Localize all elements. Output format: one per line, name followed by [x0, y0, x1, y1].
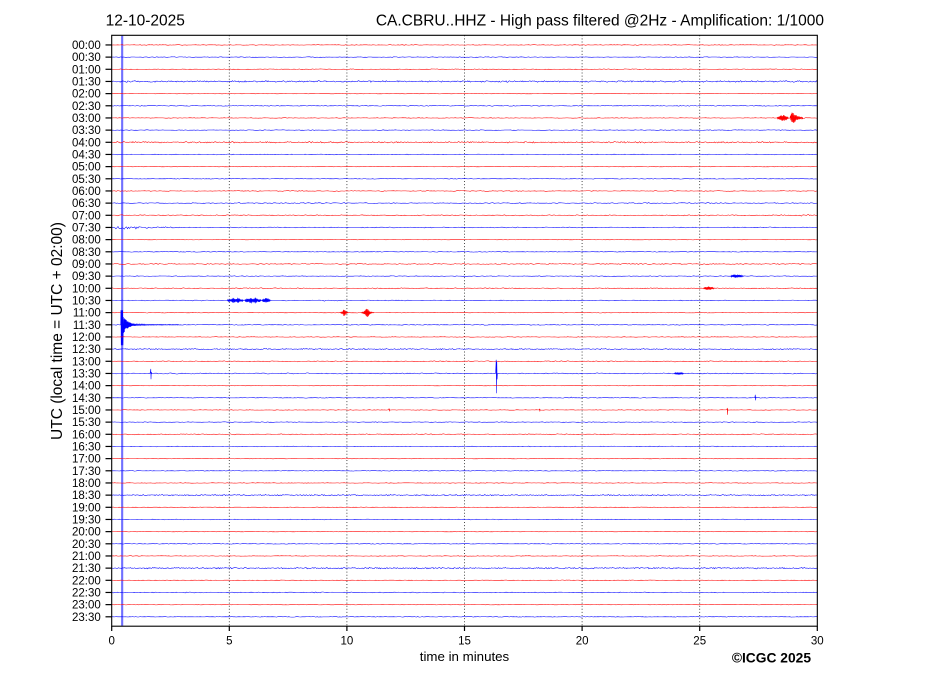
svg-text:11:00: 11:00: [73, 308, 101, 320]
svg-text:UTC (local time = UTC + 02:00): UTC (local time = UTC + 02:00): [49, 222, 66, 440]
svg-text:11:30: 11:30: [73, 320, 101, 332]
svg-text:13:30: 13:30: [72, 369, 101, 381]
svg-text:20:00: 20:00: [72, 527, 101, 539]
svg-text:07:00: 07:00: [72, 210, 101, 222]
svg-text:17:30: 17:30: [72, 466, 101, 478]
svg-text:22:30: 22:30: [72, 588, 101, 600]
svg-text:13:00: 13:00: [72, 356, 101, 368]
svg-text:10:30: 10:30: [72, 296, 101, 308]
svg-text:09:30: 09:30: [72, 271, 101, 283]
svg-text:05:30: 05:30: [72, 174, 101, 186]
svg-text:12-10-2025: 12-10-2025: [106, 13, 185, 30]
svg-text:04:30: 04:30: [72, 150, 101, 162]
svg-text:18:30: 18:30: [72, 490, 101, 502]
svg-text:04:00: 04:00: [72, 137, 101, 149]
svg-text:12:00: 12:00: [72, 332, 101, 344]
svg-text:06:30: 06:30: [72, 198, 101, 210]
svg-text:22:00: 22:00: [72, 575, 101, 587]
svg-text:30: 30: [811, 636, 824, 648]
svg-text:14:30: 14:30: [72, 393, 101, 405]
svg-text:20: 20: [576, 636, 589, 648]
svg-text:17:00: 17:00: [72, 454, 101, 466]
svg-text:08:30: 08:30: [72, 247, 101, 259]
svg-text:05:00: 05:00: [72, 162, 101, 174]
svg-text:00:30: 00:30: [72, 52, 101, 64]
svg-text:5: 5: [226, 636, 232, 648]
svg-text:01:30: 01:30: [72, 77, 101, 89]
svg-text:23:30: 23:30: [72, 612, 101, 624]
svg-text:0: 0: [108, 636, 114, 648]
svg-text:07:30: 07:30: [72, 223, 101, 235]
svg-text:14:00: 14:00: [72, 381, 101, 393]
svg-text:CA.CBRU..HHZ - High pass filte: CA.CBRU..HHZ - High pass filtered @2Hz -…: [376, 13, 825, 30]
svg-text:06:00: 06:00: [72, 186, 101, 198]
svg-text:03:00: 03:00: [72, 113, 101, 125]
svg-text:20:30: 20:30: [72, 539, 101, 551]
svg-text:21:00: 21:00: [72, 551, 101, 563]
svg-text:19:00: 19:00: [72, 502, 101, 514]
svg-text:02:00: 02:00: [72, 89, 101, 101]
svg-text:19:30: 19:30: [72, 515, 101, 527]
svg-text:16:00: 16:00: [72, 429, 101, 441]
svg-text:16:30: 16:30: [72, 442, 101, 454]
svg-text:01:00: 01:00: [72, 64, 101, 76]
svg-text:09:00: 09:00: [72, 259, 101, 271]
svg-text:15:00: 15:00: [72, 405, 101, 417]
svg-text:23:00: 23:00: [72, 600, 101, 612]
svg-text:15: 15: [458, 636, 471, 648]
svg-text:03:30: 03:30: [72, 125, 101, 137]
svg-text:02:30: 02:30: [72, 101, 101, 113]
svg-text:25: 25: [693, 636, 706, 648]
svg-text:time in minutes: time in minutes: [420, 649, 510, 664]
svg-text:00:00: 00:00: [72, 40, 101, 52]
svg-text:12:30: 12:30: [72, 344, 101, 356]
svg-text:10:00: 10:00: [72, 283, 101, 295]
svg-text:18:00: 18:00: [72, 478, 101, 490]
svg-text:©ICGC 2025: ©ICGC 2025: [732, 651, 812, 666]
svg-text:10: 10: [341, 636, 354, 648]
svg-text:21:30: 21:30: [72, 563, 101, 575]
svg-text:15:30: 15:30: [72, 417, 101, 429]
svg-text:08:00: 08:00: [72, 235, 101, 247]
